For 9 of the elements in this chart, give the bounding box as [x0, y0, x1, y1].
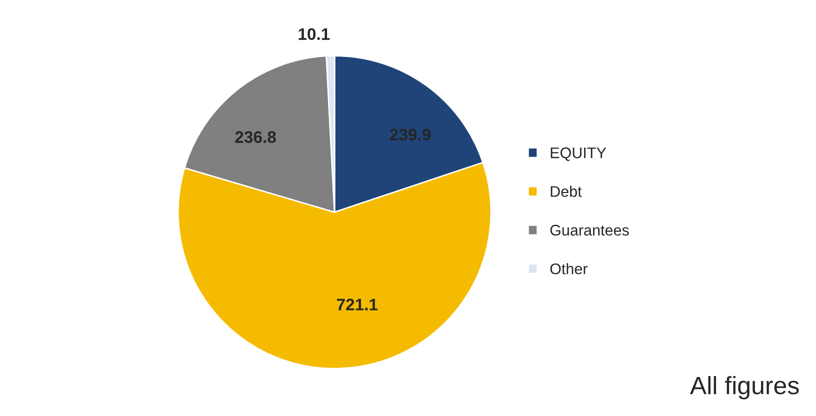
legend-label: Debt: [550, 186, 582, 197]
data-label: 236.8: [235, 131, 276, 144]
data-label: 239.9: [390, 128, 430, 140]
legend-label: Guarantees: [550, 224, 629, 236]
legend-label: Other: [550, 263, 588, 274]
data-label: 10.1: [298, 28, 330, 40]
legend-label: EQUITY: [550, 147, 606, 161]
data-label: 721.1: [336, 298, 378, 310]
text: All figures: [690, 376, 799, 400]
